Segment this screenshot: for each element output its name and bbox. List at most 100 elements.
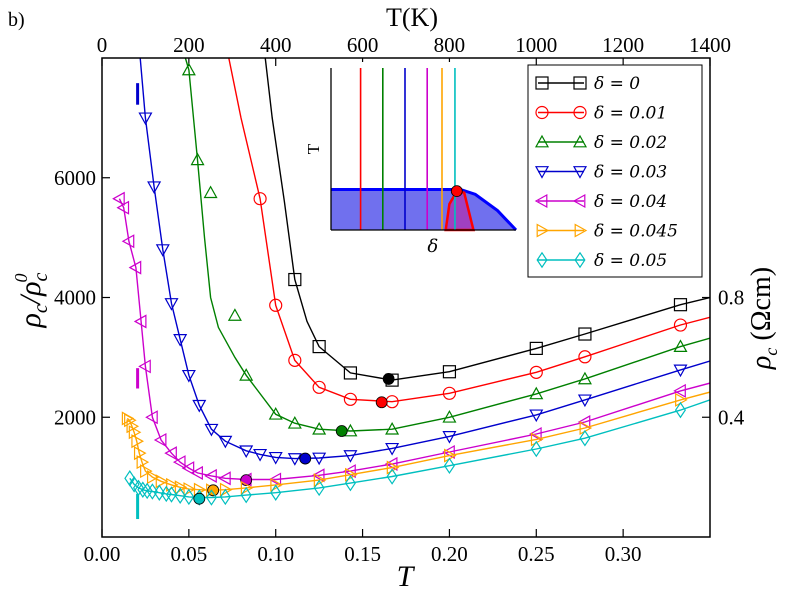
data-point [136,455,150,470]
data-point [205,489,217,506]
legend-marker [574,251,586,269]
data-point [155,244,170,257]
top-tick-label: 600 [347,33,379,57]
data-point [183,482,197,497]
data-point [172,455,186,470]
legend-label: δ = 0.05 [594,251,667,271]
data-point [673,383,686,398]
data-point [312,339,326,354]
x-tick-label: 0.05 [170,542,207,566]
data-point [287,453,302,466]
data-point [344,474,356,492]
legend-marker [536,223,550,238]
data-point [227,308,242,321]
data-point [183,488,195,506]
legend-marker [534,193,548,209]
data-point [269,298,283,312]
top-tick-label: 1400 [689,33,731,57]
data-point [674,401,686,419]
data-point [673,298,688,312]
bottom-axis: T 0.00 0.05 0.10 0.15 0.20 0.25 0.30 [84,529,642,592]
legend-marker [536,251,548,269]
series-line [228,58,710,403]
series-line [118,198,710,481]
minimum-point [335,425,348,437]
data-point [137,481,149,498]
data-point [218,435,233,449]
data-point [442,386,457,400]
minimum-point [299,452,312,465]
data-point [193,482,207,497]
data-point [240,480,254,495]
x-tick-label: 0.15 [344,542,381,566]
inset-x-label: δ [427,236,438,257]
data-point [673,339,688,352]
series-3 [138,58,710,466]
series-1 [228,58,710,409]
data-point [577,394,592,408]
data-point [146,483,158,500]
data-point [386,468,398,485]
bottom-ticks: 0.00 0.05 0.10 0.15 0.20 0.25 0.30 [84,529,642,566]
data-point [311,468,325,483]
data-point [343,450,358,463]
data-point [124,413,137,428]
data-point [312,421,327,435]
data-point [173,334,188,347]
data-point [239,445,254,459]
minimum-point [207,484,220,497]
data-point [138,112,153,126]
top-tick-label: 800 [434,33,466,57]
series-4 [112,191,710,487]
series-line [264,58,710,381]
y-tick-label: 2000 [54,405,96,429]
data-point [343,366,358,380]
inset-dome-edge [331,188,518,232]
data-point [133,314,147,329]
data-point [530,440,542,458]
data-point [126,419,140,434]
right-ticks: 0.4 0.8 [702,286,745,429]
data-point [219,482,233,497]
data-point [442,365,457,379]
phase-diagram-inset: δT [304,62,520,260]
series-line [126,391,710,492]
top-tick-label: 1000 [515,33,557,57]
data-point [577,371,592,385]
data-point [529,365,543,379]
data-point [673,364,688,378]
data-point [312,452,327,466]
y-tick-label: 4000 [54,286,96,310]
legend-marker [574,223,588,238]
right-tick-label: 0.4 [718,405,745,429]
left-ticks: 2000 4000 6000 [54,166,110,429]
legend-marker [573,76,587,90]
top-tick-label: 400 [260,33,292,57]
data-point [313,473,327,488]
data-point [343,392,358,406]
top-axis-title: T(K) [386,3,438,32]
data-point [164,298,179,311]
series-line [184,58,710,432]
data-point [579,429,591,447]
top-axis: T(K) 0 200 400 600 800 1000 1200 1400 [97,3,731,66]
data-point [529,426,542,442]
data-point [160,485,172,503]
data-point [204,423,219,437]
legend-marker [534,166,550,179]
data-point [442,431,457,444]
legend-marker [572,134,588,148]
data-point [147,181,162,194]
data-point [190,465,203,480]
top-tick-label: 200 [173,33,205,57]
y-tick-label: 6000 [54,166,96,190]
x-tick-label: 0.30 [605,542,642,566]
series-group [112,58,710,520]
data-point [385,421,400,435]
data-point [529,409,544,423]
data-point [174,487,186,504]
top-tick-label: 0 [97,33,108,57]
data-point [138,359,151,374]
inset-y-label: T [304,143,323,154]
